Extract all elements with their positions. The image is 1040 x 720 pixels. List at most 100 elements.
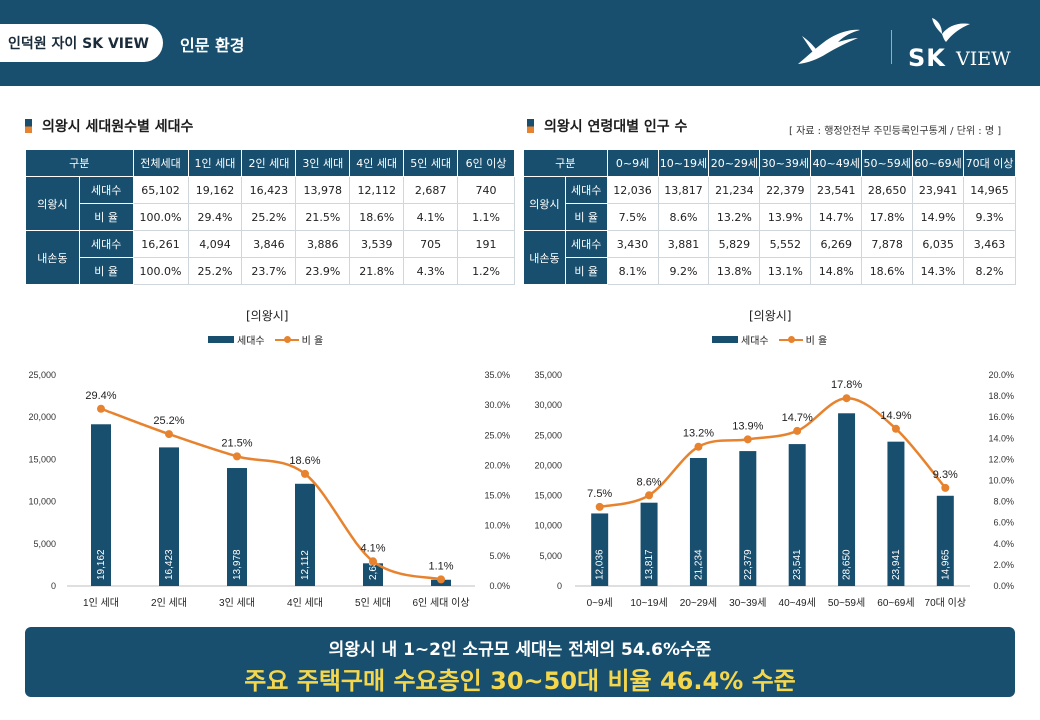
right-section-title-text: 의왕시 연령대별 인구 수 <box>544 119 688 135</box>
table-cell: 16,423 <box>241 176 297 204</box>
summary-banner: 의왕시 내 1~2인 소규모 세대는 전체의 54.6%수준 주요 주택구매 수… <box>25 627 1015 697</box>
bar-value-label: 740 <box>436 563 447 580</box>
table-row: 비 율 7.5% 8.6% 13.2% 13.9% 14.7% 17.8% 14.9% 9.3% <box>524 203 1016 231</box>
table-cell: 25.2% <box>241 203 297 231</box>
bar <box>739 451 757 586</box>
left-section-title: 의왕시 세대원수별 세대수 <box>25 116 193 136</box>
table-cell: 8.2% <box>963 257 1016 285</box>
y-tick-label: 15,000 <box>534 491 562 501</box>
project-name: 인덕원 자이 SK VIEW <box>0 24 163 62</box>
bar <box>91 424 111 586</box>
table-cell: 18.6% <box>861 257 914 285</box>
left-section-title-text: 의왕시 세대원수별 세대수 <box>42 119 194 135</box>
ratio-label: 9.3% <box>933 469 958 481</box>
y-tick-label: 5,000 <box>33 539 56 549</box>
bar <box>640 502 658 586</box>
x-tick-label: 0~9세 <box>587 597 613 609</box>
ratio-label: 7.5% <box>587 488 612 500</box>
table-header-cell: 4인 세대 <box>349 149 405 177</box>
ratio-point <box>645 491 654 500</box>
table-header-cell: 3인 세대 <box>295 149 351 177</box>
table-cell: 9.3% <box>963 203 1016 231</box>
table-cell: 12,112 <box>349 176 405 204</box>
table-cell: 5,829 <box>708 230 761 258</box>
bar <box>689 457 707 586</box>
x-tick-label: 3인 세대 <box>219 597 255 609</box>
y-tick-label: 30,000 <box>534 400 562 410</box>
y2-tick-label: 20.0% <box>988 370 1014 380</box>
y2-tick-label: 35.0% <box>484 370 510 380</box>
left-chart-title: [의왕시] <box>246 309 289 323</box>
bar <box>227 468 247 586</box>
table-cell: 14,965 <box>963 176 1016 204</box>
y-tick-label: 35,000 <box>534 370 562 380</box>
table-cell: 5,552 <box>759 230 812 258</box>
ratio-label: 21.5% <box>221 437 252 449</box>
table-cell: 100.0% <box>132 203 189 231</box>
bar <box>295 483 315 586</box>
ratio-label: 14.9% <box>880 410 911 422</box>
y-tick-label: 0 <box>51 581 56 591</box>
bar <box>936 495 954 586</box>
table-cell: 4.3% <box>403 257 459 285</box>
section-title: 인문 환경 <box>180 36 245 55</box>
bar <box>887 441 905 586</box>
y-tick-label: 25,000 <box>534 430 562 440</box>
table-group-cell: 의왕시 <box>523 176 566 231</box>
legend-bar-label: 세대수 <box>741 336 769 347</box>
table-row: 내손동 세대수 3,430 3,881 5,829 5,552 6,269 7,878 6,03… <box>523 230 1016 285</box>
x-tick-label: 50~59세 <box>828 597 865 609</box>
ratio-label: 13.2% <box>683 428 714 440</box>
ratio-label: 25.2% <box>153 415 184 427</box>
table-group-cell: 내손동 <box>25 230 80 285</box>
table-row-label: 비 율 <box>564 257 608 285</box>
table-cell: 7.5% <box>606 203 659 231</box>
y2-tick-label: 10.0% <box>484 521 510 531</box>
table-cell: 8.1% <box>606 257 659 285</box>
bar-value-label: 2,687 <box>368 555 379 580</box>
y2-tick-label: 15.0% <box>484 491 510 501</box>
y-tick-label: 5,000 <box>539 551 562 561</box>
table-row: 비 율 8.1% 9.2% 13.8% 13.1% 14.8% 18.6% 14.3% 8.2% <box>524 257 1016 285</box>
age-population-chart: 0 5,000 10,000 15,000 20,000 25,000 30,000 35,0… <box>534 370 1014 609</box>
y2-tick-label: 2.0% <box>993 560 1014 570</box>
y2-tick-label: 0.0% <box>993 581 1014 591</box>
x-tick-label: 2인 세대 <box>151 597 187 609</box>
y-tick-label: 15,000 <box>28 454 56 464</box>
y-tick-label: 20,000 <box>28 412 56 422</box>
y2-tick-label: 16.0% <box>988 412 1014 422</box>
household-size-chart: 0 5,000 10,000 15,000 20,000 25,000 0.0% 5.0% 10… <box>28 370 510 609</box>
legend-line-swatch <box>274 335 299 343</box>
ratio-point <box>301 469 309 478</box>
table-cell: 18.6% <box>349 203 405 231</box>
table-cell: 14.7% <box>810 203 863 231</box>
table-header-row: 구분 0~9세 10~19세 20~29세 30~39세 40~49세 50~59세 60~6… <box>523 149 1016 177</box>
section-marker-icon <box>527 119 534 133</box>
table-cell: 705 <box>403 230 459 258</box>
ratio-point <box>941 483 950 492</box>
bar-value-label: 19,162 <box>96 549 107 580</box>
y2-tick-label: 14.0% <box>988 433 1014 443</box>
table-header-cell: 1인 세대 <box>187 149 243 177</box>
table-cell: 3,886 <box>295 230 351 258</box>
household-size-table: 구분 전체세대 1인 세대 2인 세대 3인 세대 4인 세대 5인 세대 6인 이상 의왕시 세… <box>25 149 515 285</box>
x-tick-label: 4인 세대 <box>287 597 323 609</box>
table-cell: 3,539 <box>349 230 405 258</box>
table-header-cell: 5인 세대 <box>403 149 459 177</box>
table-cell: 1.2% <box>457 257 515 285</box>
y2-tick-label: 10.0% <box>988 476 1014 486</box>
table-group-cell: 의왕시 <box>25 176 80 231</box>
table-cell: 13,817 <box>657 176 710 204</box>
x-tick-label: 6인 세대 이상 <box>412 597 469 609</box>
y2-tick-label: 6.0% <box>993 518 1014 528</box>
legend-line-label: 비 율 <box>805 336 828 347</box>
table-cell: 13.2% <box>708 203 761 231</box>
table-header-cell: 10~19세 <box>657 149 710 177</box>
ratio-point <box>842 394 851 403</box>
legend-line-label: 비 율 <box>301 336 324 347</box>
table-cell: 13.8% <box>708 257 761 285</box>
table-cell: 9.2% <box>657 257 710 285</box>
source-note: [ 자료 : 행정안전부 주민등록인구통계 / 단위 : 명 ] <box>789 126 1002 137</box>
ratio-point <box>891 424 900 433</box>
right-chart-title: [의왕시] <box>749 309 792 323</box>
